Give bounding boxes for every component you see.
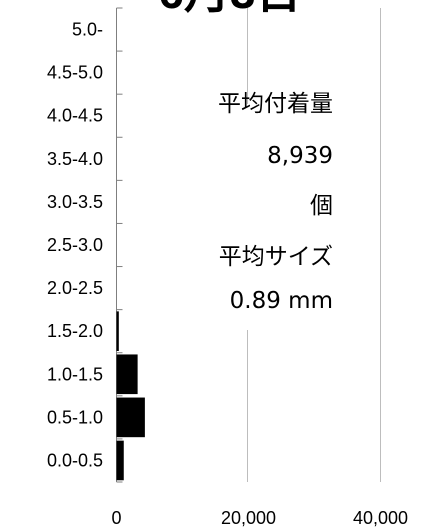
x-tick-label: 0 (111, 508, 121, 528)
x-tick-label: 20,000 (221, 508, 276, 528)
bar-0.5-1.0 (116, 397, 145, 438)
y-tick-label: 3.5-4.0 (47, 149, 103, 169)
y-tick-label: 1.5-2.0 (47, 321, 103, 341)
annotation-line-5: 0.89 mm (230, 288, 333, 314)
y-tick-label: 4.0-4.5 (47, 106, 103, 126)
annotation-line-4: 平均サイズ (219, 244, 333, 270)
y-tick-label: 3.0-3.5 (47, 192, 103, 212)
x-tick-labels: 0 20,000 40,000 (111, 508, 408, 528)
y-tick-label: 2.5-3.0 (47, 235, 103, 255)
y-tick-label: 4.5-5.0 (47, 63, 103, 83)
x-tick-label: 40,000 (353, 508, 408, 528)
annotation: 平均付着量 8,939 個 平均サイズ 0.89 mm (218, 91, 333, 314)
y-tick-marks (116, 7, 123, 483)
bar-1.0-1.5 (116, 354, 138, 395)
bar-1.5-2.0 (116, 311, 119, 352)
y-tick-label: 0.5-1.0 (47, 407, 103, 427)
y-tick-label: 1.0-1.5 (47, 364, 103, 384)
annotation-line-3: 個 (310, 193, 333, 219)
bars (116, 311, 145, 481)
annotation-line-1: 平均付着量 (218, 91, 333, 117)
y-tick-labels: 0.0-0.5 0.5-1.0 1.0-1.5 1.5-2.0 2.0-2.5 2.5-3… (47, 20, 103, 471)
y-tick-label: 5.0- (72, 20, 103, 40)
chart-title: 6月3日 (158, 0, 301, 18)
annotation-line-2: 8,939 (267, 143, 333, 169)
bar-0.0-0.5 (116, 440, 124, 481)
y-tick-label: 2.0-2.5 (47, 278, 103, 298)
y-tick-label: 0.0-0.5 (47, 450, 103, 470)
